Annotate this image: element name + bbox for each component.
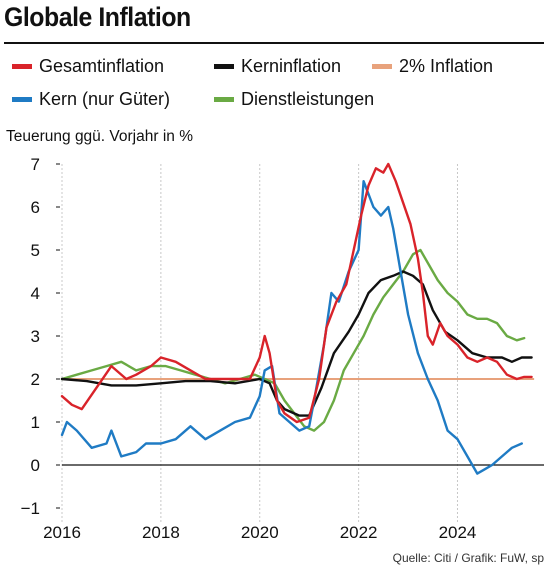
legend-label: 2% Inflation	[399, 56, 494, 76]
title-rule	[4, 42, 544, 44]
x-tick-label: 2018	[142, 523, 180, 542]
legend-swatch-dienstleistungen	[214, 97, 234, 102]
y-tick-label: 7	[31, 155, 40, 174]
y-tick-label: 2	[31, 370, 40, 389]
legend-item-kern-gueter: Kern (nur Güter)	[12, 89, 170, 110]
y-tick-label: 3	[31, 327, 40, 346]
legend-label: Kern (nur Güter)	[39, 89, 171, 109]
legend-item-dienstleistungen: Dienstleistungen	[214, 89, 374, 110]
legend-swatch-2pct-inflation	[372, 64, 392, 69]
legend-item-gesamtinflation: Gesamtinflation	[12, 56, 164, 77]
legend-swatch-gesamtinflation	[12, 64, 32, 69]
y-tick-label: 6	[31, 198, 40, 217]
x-tick-label: 2016	[43, 523, 81, 542]
chart-title: Globale Inflation	[4, 2, 191, 32]
y-tick-label: −1	[21, 499, 40, 518]
y-tick-label: 0	[31, 456, 40, 475]
y-axis-label: Teuerung ggü. Vorjahr in %	[6, 128, 193, 145]
legend-label: Kerninflation	[241, 56, 342, 76]
legend-swatch-kerninflation	[214, 64, 234, 69]
series-line-gesamtinflation	[60, 162, 533, 424]
legend-item-kerninflation: Kerninflation	[214, 56, 341, 77]
x-tick-label: 2020	[241, 523, 279, 542]
legend-item-2pct-inflation: 2% Inflation	[372, 56, 493, 77]
y-tick-label: 1	[31, 413, 40, 432]
legend: Gesamtinflation Kerninflation 2% Inflati…	[0, 56, 548, 116]
legend-swatch-kern-gueter	[12, 97, 32, 102]
x-tick-label: 2022	[340, 523, 378, 542]
y-tick-label: 4	[31, 284, 40, 303]
legend-label: Gesamtinflation	[39, 56, 165, 76]
series-line-kerninflation	[60, 270, 533, 417]
source-note: Quelle: Citi / Grafik: FuW, sp	[392, 551, 544, 565]
legend-label: Dienstleistungen	[241, 89, 375, 109]
series-line-kern-nur-g-ter	[60, 179, 523, 475]
series-line-dienstleistungen	[60, 248, 526, 432]
y-tick-label: 5	[31, 241, 40, 260]
x-tick-label: 2024	[439, 523, 477, 542]
